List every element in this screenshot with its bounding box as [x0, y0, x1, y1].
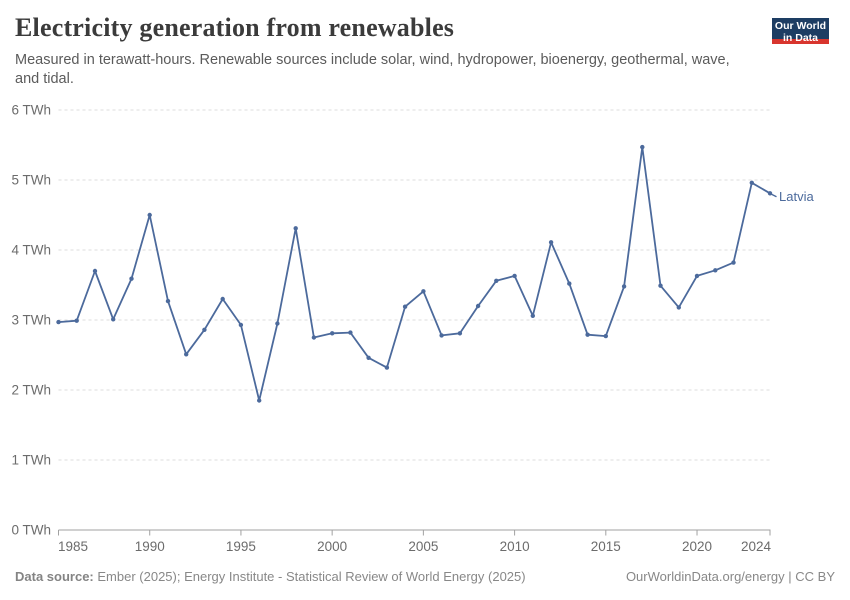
- data-point[interactable]: [749, 180, 754, 185]
- data-point[interactable]: [147, 212, 152, 218]
- data-point[interactable]: [603, 333, 608, 339]
- data-point[interactable]: [293, 226, 298, 231]
- data-point[interactable]: [567, 281, 572, 286]
- owid-logo[interactable]: Our World in Data: [772, 18, 829, 44]
- data-point[interactable]: [694, 273, 700, 279]
- y-tick-label: 0 TWh: [11, 523, 51, 538]
- data-point[interactable]: [165, 298, 171, 304]
- end-label-connector: [771, 193, 777, 198]
- owid-logo-line1: Our World: [774, 20, 827, 32]
- data-point[interactable]: [530, 313, 535, 318]
- data-point[interactable]: [439, 333, 444, 338]
- data-point[interactable]: [129, 276, 134, 281]
- y-tick-label: 3 TWh: [11, 313, 51, 328]
- chart-header: Electricity generation from renewables M…: [15, 13, 835, 89]
- x-tick-label: 2000: [317, 539, 347, 554]
- data-point[interactable]: [676, 305, 681, 310]
- license-link[interactable]: OurWorldinData.org/energy | CC BY: [625, 569, 835, 584]
- data-point[interactable]: [512, 273, 517, 279]
- data-point[interactable]: [767, 191, 773, 196]
- data-point[interactable]: [220, 296, 225, 302]
- y-tick-label: 5 TWh: [11, 173, 51, 188]
- data-point[interactable]: [275, 321, 280, 326]
- series-line-latvia[interactable]: [57, 146, 771, 402]
- y-tick-label: 2 TWh: [11, 383, 51, 398]
- x-tick-label: 2010: [500, 539, 530, 554]
- data-point[interactable]: [311, 335, 317, 340]
- series-end-label[interactable]: Latvia: [779, 189, 814, 204]
- data-point[interactable]: [202, 327, 207, 332]
- y-tick-label: 4 TWh: [11, 243, 51, 258]
- data-point[interactable]: [384, 365, 390, 370]
- x-tick-label: 2020: [682, 539, 712, 554]
- y-tick-label: 1 TWh: [11, 453, 51, 468]
- x-tick-label: 1985: [58, 539, 88, 554]
- data-point[interactable]: [713, 268, 718, 273]
- y-tick-label: 6 TWh: [11, 103, 51, 118]
- data-point[interactable]: [731, 260, 736, 265]
- data-point[interactable]: [184, 352, 189, 357]
- data-point[interactable]: [402, 304, 408, 309]
- data-source-label: Data source:: [15, 569, 94, 584]
- data-source-text: Ember (2025); Energy Institute - Statist…: [97, 569, 526, 584]
- data-point[interactable]: [548, 240, 554, 245]
- data-point[interactable]: [92, 268, 98, 274]
- data-point[interactable]: [366, 355, 371, 360]
- data-point[interactable]: [585, 332, 590, 337]
- chart-subtitle: Measured in terawatt-hours. Renewable so…: [15, 52, 730, 87]
- data-point[interactable]: [348, 330, 353, 335]
- data-source-note: Data source: Ember (2025); Energy Instit…: [15, 569, 526, 584]
- data-point[interactable]: [658, 283, 663, 288]
- x-tick-label: 2005: [408, 539, 438, 554]
- data-point[interactable]: [640, 144, 645, 150]
- data-point[interactable]: [330, 331, 335, 336]
- x-tick-label: 2015: [591, 539, 621, 554]
- data-point[interactable]: [421, 289, 426, 294]
- data-point[interactable]: [457, 331, 463, 336]
- data-point[interactable]: [111, 317, 116, 322]
- data-point[interactable]: [621, 284, 627, 289]
- x-tick-label: 2024: [741, 539, 772, 554]
- chart-footer: Data source: Ember (2025); Energy Instit…: [15, 569, 835, 584]
- data-point[interactable]: [494, 278, 499, 283]
- chart-title: Electricity generation from renewables: [15, 13, 455, 42]
- data-point[interactable]: [74, 318, 79, 323]
- data-point[interactable]: [56, 319, 61, 325]
- data-point[interactable]: [238, 322, 244, 328]
- x-tick-label: 1990: [135, 539, 165, 554]
- owid-logo-line2: in Data: [782, 32, 818, 44]
- data-point[interactable]: [475, 303, 481, 309]
- x-tick-label: 1995: [226, 539, 256, 554]
- data-point[interactable]: [257, 398, 262, 403]
